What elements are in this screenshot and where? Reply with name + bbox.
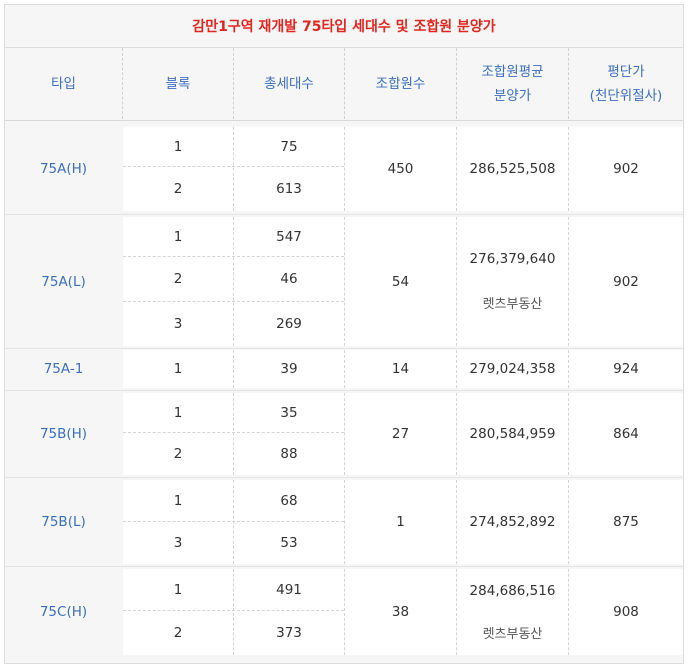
type-label: 75A(H): [39, 161, 88, 177]
header-households: 총세대수: [264, 75, 314, 92]
avg-price-cell: 276,379,640 렛츠부동산: [469, 251, 556, 312]
header-pyeong-price: 평단가 (천단위절사): [589, 63, 663, 104]
table-row: [123, 393, 683, 475]
households-cell: 547: [276, 228, 302, 245]
block-cell: 2: [173, 625, 183, 641]
households-cell: 373: [276, 625, 302, 641]
table-row: [123, 569, 683, 655]
block-cell: 1: [173, 404, 183, 421]
block-cell: 2: [173, 271, 183, 287]
avg-price-cell: 274,852,892: [469, 514, 556, 530]
watermark-note: 렛츠부동산: [482, 626, 543, 642]
header-block: 블록: [165, 75, 191, 92]
pyeong-price-cell: 908: [613, 604, 639, 620]
block-cell: 1: [173, 138, 183, 155]
watermark-note: 렛츠부동산: [482, 297, 543, 312]
members-cell: 14: [391, 361, 410, 377]
block-cell: 1: [173, 361, 183, 377]
type-label: 75A-1: [43, 361, 84, 377]
block-cell: 2: [173, 446, 183, 462]
block-cell: 3: [173, 535, 183, 551]
block-cell: 1: [173, 581, 183, 598]
households-cell: 75: [280, 138, 298, 155]
households-cell: 88: [280, 446, 298, 462]
header-type: 타입: [51, 75, 76, 92]
avg-price-cell: 284,686,516 렛츠부동산: [469, 582, 556, 642]
price-table: 감만1구역 재개발 75타입 세대수 및 조합원 분양가 타입 블록 총세대수 …: [4, 4, 684, 664]
households-cell: 53: [280, 535, 298, 551]
block-cell: 1: [173, 492, 183, 509]
avg-price-cell: 280,584,959: [469, 426, 556, 442]
households-cell: 491: [276, 581, 302, 598]
avg-price-cell: 286,525,508: [469, 161, 556, 177]
households-cell: 39: [280, 361, 298, 377]
table-row: [123, 127, 683, 211]
type-label: 75B(H): [39, 426, 88, 442]
table-title: 감만1구역 재개발 75타입 세대수 및 조합원 분양가: [5, 5, 683, 48]
households-cell: 613: [276, 181, 302, 197]
header-avg-price: 조합원평균 분양가: [481, 63, 544, 104]
pyeong-price-cell: 924: [613, 361, 639, 377]
members-cell: 38: [391, 604, 410, 620]
households-cell: 68: [280, 492, 298, 509]
type-label: 75A(L): [41, 273, 86, 290]
households-cell: 35: [280, 404, 298, 421]
header-members: 조합원수: [375, 75, 426, 92]
type-label: 75B(L): [41, 514, 86, 530]
pyeong-price-cell: 864: [613, 426, 639, 442]
households-cell: 269: [276, 316, 302, 332]
pyeong-price-cell: 902: [613, 161, 639, 177]
block-cell: 1: [173, 228, 183, 245]
pyeong-price-cell: 875: [613, 514, 639, 530]
type-label: 75C(H): [39, 604, 88, 620]
block-cell: 2: [173, 181, 183, 197]
members-cell: 450: [387, 161, 414, 177]
block-cell: 3: [173, 316, 183, 332]
table-row: [123, 480, 683, 564]
members-cell: 54: [391, 273, 410, 290]
members-cell: 1: [396, 514, 405, 530]
members-cell: 27: [391, 426, 410, 442]
table-row: [123, 217, 683, 346]
households-cell: 46: [280, 271, 298, 287]
table-row: [123, 350, 683, 388]
pyeong-price-cell: 902: [613, 273, 639, 290]
avg-price-cell: 279,024,358: [469, 361, 556, 377]
